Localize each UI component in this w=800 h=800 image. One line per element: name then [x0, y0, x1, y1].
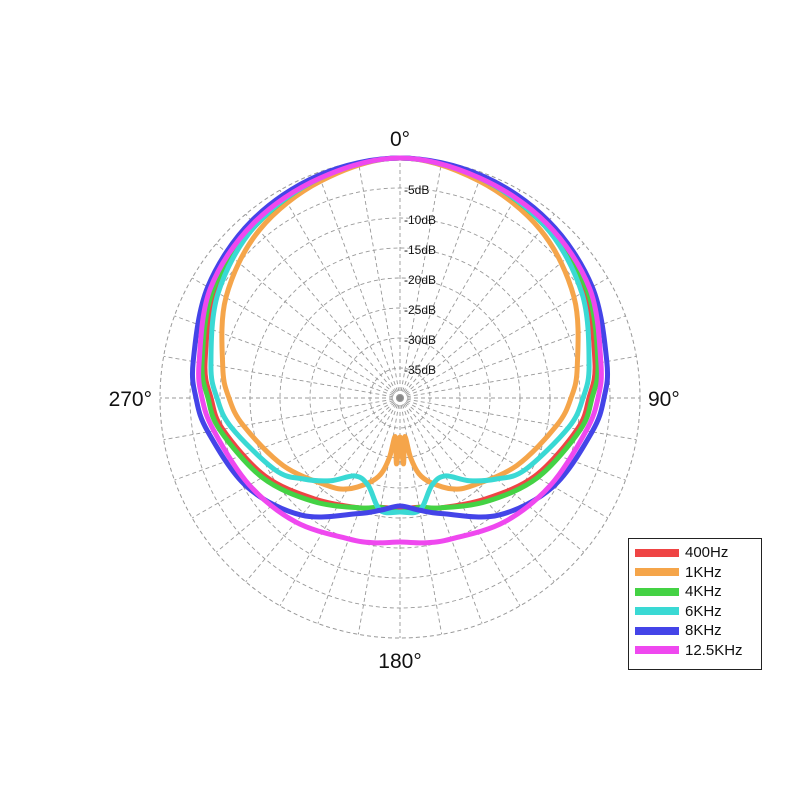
angular-gridline [279, 397, 401, 607]
legend-label: 6KHz [685, 602, 722, 620]
angular-gridline [174, 397, 401, 481]
angular-gridline [357, 397, 401, 635]
radial-tick-label: -30dB [404, 333, 436, 347]
angle-label: 90° [648, 388, 680, 411]
radial-gridcircle [369, 367, 431, 429]
radial-tick-label: -25dB [404, 303, 436, 317]
radial-tick-label: -20dB [404, 273, 436, 287]
radial-gridcircle [219, 217, 581, 579]
legend-item: 12.5KHz [635, 641, 761, 661]
angular-gridline [399, 213, 555, 399]
radial-gridcircle [309, 307, 491, 489]
angular-gridline [245, 213, 401, 399]
legend-item: 4KHz [635, 582, 761, 602]
angle-label: 180° [378, 650, 421, 673]
radial-tick-label: -35dB [404, 363, 436, 377]
radial-tick-label: -10dB [404, 213, 436, 227]
angular-gridline [399, 397, 443, 635]
angular-gridline [399, 243, 585, 399]
angular-gridline [399, 397, 585, 553]
angular-gridline [357, 161, 401, 399]
legend-label: 12.5KHz [685, 641, 743, 659]
angular-gridline [317, 397, 401, 624]
legend-item: 1KHz [635, 563, 761, 583]
series-line-8khz [189, 155, 611, 520]
angular-gridline [174, 315, 401, 399]
angular-gridline [245, 397, 401, 583]
series-line-1khz [219, 155, 581, 492]
legend-label: 1KHz [685, 563, 722, 581]
angular-gridline [215, 243, 401, 399]
radial-tick-labels: -5dB -10dB -15dB -20dB -25dB -30dB -35dB [404, 183, 436, 377]
radial-tick-label: -15dB [404, 243, 436, 257]
angular-gridline [191, 397, 401, 519]
legend-swatch [635, 607, 679, 616]
legend-item: 8KHz [635, 621, 761, 641]
angle-labels: 0° 90° 180° 270° [109, 128, 680, 673]
legend-swatch [635, 568, 679, 577]
legend-swatch [635, 587, 679, 596]
legend-label: 400Hz [685, 544, 729, 562]
series-lines [189, 155, 611, 546]
center-dot [397, 395, 403, 401]
series-line-12-5khz [196, 155, 604, 546]
angular-gridline [399, 172, 483, 399]
radial-tick-label: -5dB [404, 183, 429, 197]
angular-gridline [399, 397, 609, 519]
angle-label: 270° [109, 388, 152, 411]
radial-gridcircle [189, 187, 611, 609]
legend-swatch [635, 626, 679, 635]
legend-item: 6KHz [635, 602, 761, 622]
angular-gridline [399, 397, 483, 624]
angle-label: 0° [390, 128, 410, 151]
radial-gridcircle [339, 337, 461, 459]
series-line-6khz [208, 155, 592, 516]
angular-gridline [399, 397, 637, 441]
angular-gridline [399, 397, 626, 481]
legend: 400Hz 1KHz 4KHz 6KHz 8KHz 12.5KHz [628, 538, 762, 670]
angular-gridline [399, 189, 521, 399]
angular-gridline [279, 189, 401, 399]
radial-gridcircle [279, 277, 521, 519]
legend-swatch [635, 548, 679, 557]
angular-gridline [317, 172, 401, 399]
angular-gridline [399, 397, 521, 607]
legend-label: 4KHz [685, 583, 722, 601]
series-line-400hz [202, 155, 598, 512]
legend-label: 8KHz [685, 622, 722, 640]
legend-item: 400Hz [635, 543, 761, 563]
angular-gridline [215, 397, 401, 553]
radial-gridcircle [249, 247, 551, 549]
angular-gridline [399, 161, 443, 399]
legend-swatch [635, 646, 679, 655]
angular-gridline [163, 397, 401, 441]
angular-gridline [399, 397, 555, 583]
